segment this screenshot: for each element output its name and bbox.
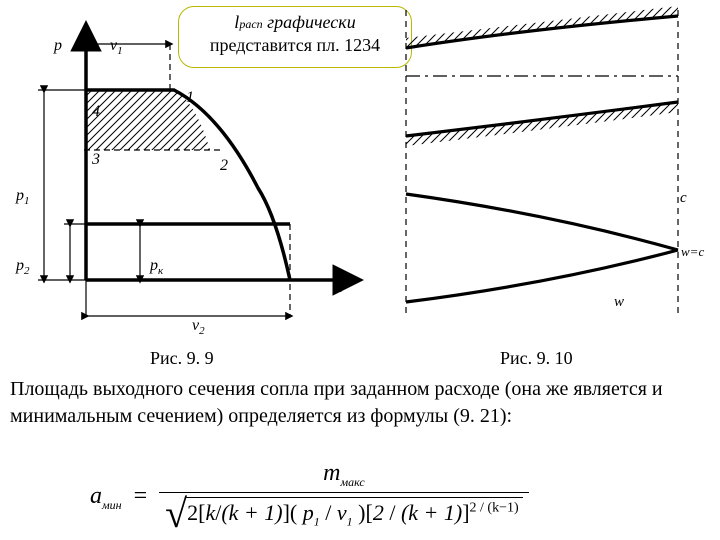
svg-text:v1: v1: [110, 37, 123, 57]
caption-left: Рис. 9. 9: [150, 348, 214, 369]
svg-text:3: 3: [91, 151, 100, 168]
svg-text:2: 2: [220, 157, 228, 174]
svg-text:w=c: w=c: [681, 244, 704, 259]
svg-text:v2: v2: [192, 317, 205, 337]
formula-exponent: 2 / (k−1): [470, 500, 519, 515]
svg-text:p2: p2: [15, 257, 30, 277]
formula: aмин = mмакс √ 2[k/(k + 1)]( p1 / v1 )[2…: [90, 460, 529, 534]
figure-right: c w w=c: [400, 6, 710, 336]
svg-text:p1: p1: [15, 187, 30, 207]
svg-text:4: 4: [92, 103, 100, 120]
figure-right-svg: c w w=c: [400, 6, 710, 336]
figure-left: p v1 1 4 3 2 p1 p2 pк v v2: [10, 20, 370, 340]
radicand: 2[k/(k + 1)]( p1 / v1 )[2 / (k + 1)]2 / …: [185, 497, 523, 531]
figure-left-svg: p v1 1 4 3 2 p1 p2 pк v v2: [10, 20, 370, 340]
radical-sign: √: [165, 497, 187, 531]
svg-text:c: c: [680, 190, 687, 206]
svg-text:v: v: [338, 279, 346, 296]
svg-text:pк: pк: [149, 257, 164, 277]
formula-numerator: mмакс: [159, 460, 528, 492]
formula-lhs: aмин: [90, 483, 128, 509]
svg-text:1: 1: [186, 89, 194, 106]
formula-eq: =: [128, 483, 154, 509]
formula-radical: √ 2[k/(k + 1)]( p1 / v1 )[2 / (k + 1)]2 …: [165, 497, 522, 531]
svg-text:p: p: [53, 37, 62, 54]
svg-text:w: w: [614, 294, 624, 310]
caption-right: Рис. 9. 10: [500, 348, 573, 369]
formula-fraction: mмакс √ 2[k/(k + 1)]( p1 / v1 )[2 / (k +…: [159, 460, 528, 534]
body-paragraph: Площадь выходного сечения сопла при зада…: [10, 376, 710, 430]
formula-denominator: √ 2[k/(k + 1)]( p1 / v1 )[2 / (k + 1)]2 …: [159, 492, 528, 534]
